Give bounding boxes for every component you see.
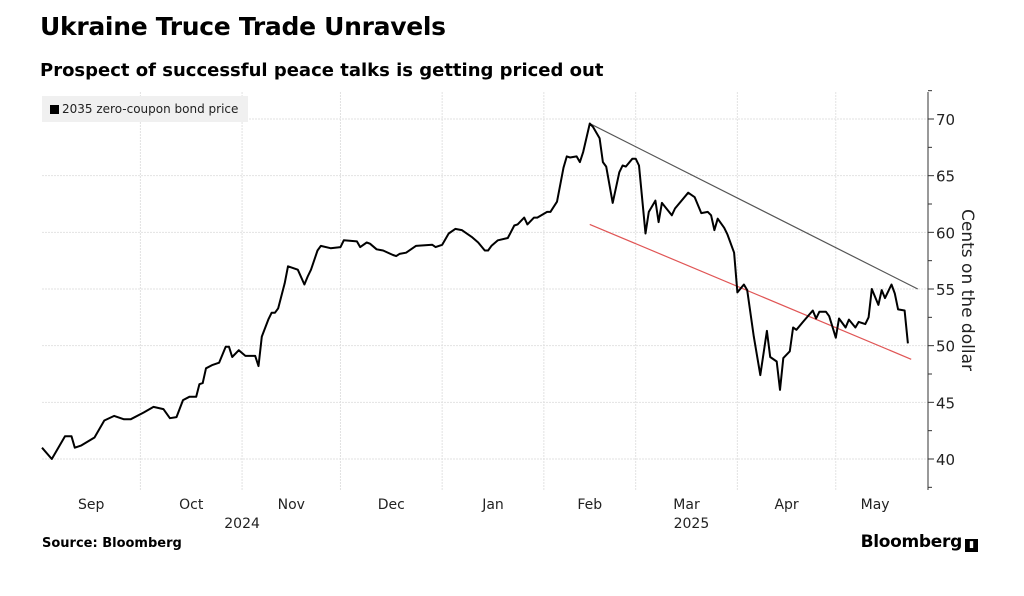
y-axis-label: Cents on the dollar — [957, 209, 977, 371]
x-tick-label: Jan — [481, 497, 504, 513]
x-tick-label: Dec — [378, 497, 405, 513]
legend-swatch — [50, 105, 59, 114]
x-tick-label: May — [861, 497, 890, 513]
y-tick-label: 55 — [936, 281, 955, 299]
legend: 2035 zero-coupon bond price — [42, 96, 249, 122]
x-tick-label: Apr — [774, 497, 798, 513]
x-year-label: 2024 — [224, 516, 260, 532]
y-tick-label: 40 — [936, 451, 955, 469]
x-tick-label: Nov — [278, 497, 305, 513]
brand-text: Bloomberg — [860, 532, 963, 552]
legend-label: 2035 zero-coupon bond price — [62, 102, 239, 116]
x-tick-label: Sep — [78, 497, 105, 513]
series-line-bond-price — [41, 122, 909, 460]
series-lines — [41, 122, 909, 460]
y-tick-label: 50 — [936, 338, 955, 356]
x-year-label: 2025 — [674, 516, 710, 532]
chart-icon: ▮ — [965, 539, 978, 552]
lower-trendline — [589, 223, 912, 360]
y-axis: 40 45 50 55 60 65 70 — [927, 90, 955, 490]
x-tick-label: Mar — [673, 497, 700, 513]
chart-subtitle: Prospect of successful peace talks is ge… — [40, 60, 604, 81]
y-tick-label: 60 — [936, 224, 955, 242]
x-tick-label: Oct — [179, 497, 204, 513]
source-note: Source: Bloomberg — [42, 536, 182, 551]
y-tick-label: 70 — [936, 111, 955, 129]
y-tick-label: 45 — [936, 394, 955, 412]
chart-title: Ukraine Truce Trade Unravels — [40, 12, 446, 41]
bloomberg-logo: Bloomberg ▮ — [861, 532, 978, 552]
x-axis: Sep Oct Nov Dec Jan Feb Mar Apr May 2024 2025 — [78, 497, 890, 532]
x-tick-label: Feb — [577, 497, 602, 513]
upper-trendline — [589, 123, 919, 290]
y-tick-label: 65 — [936, 168, 955, 186]
gridlines — [42, 92, 928, 490]
trendlines — [589, 123, 919, 360]
